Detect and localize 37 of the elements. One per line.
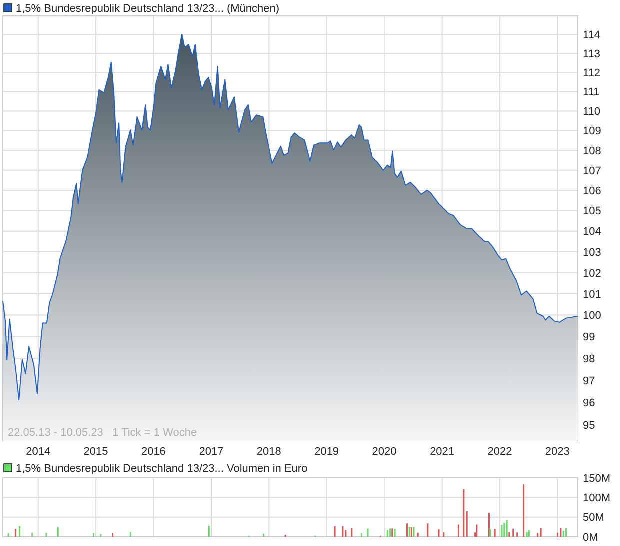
x-tick-label: 2014 [26,446,51,458]
y-tick-label: 98 [583,353,596,366]
x-tick-label: 2015 [84,446,108,458]
y-tick-label: 113 [583,48,601,60]
x-tick-label: 2022 [488,446,512,458]
y-tick-label: 102 [583,268,602,280]
y-tick-label: 106 [583,185,602,198]
y-tick-label: 112 [583,67,601,80]
y-tick-label: 100 [583,310,602,322]
y-tick-label: 100M [583,492,611,505]
y-tick-label: 114 [583,30,601,42]
y-tick-label: 0M [583,532,598,544]
y-tick-label: 108 [583,145,602,158]
legend-label: 1,5% Bundesrepublik Deutschland 13/23... Volumen in Euro [16,462,308,475]
x-tick-label: 2019 [314,446,340,458]
x-tick-label: 2020 [372,446,397,458]
y-tick-label: 101 [583,288,602,301]
x-tick-label: 2021 [430,446,455,458]
y-tick-label: 96 [583,398,596,410]
x-tick-label: 2023 [545,446,570,458]
y-tick-label: 107 [583,165,602,178]
annotation: 22.05.13 - 10.05.23 1 Tick = 1 Woche [8,427,198,439]
x-tick-label: 2018 [256,446,282,458]
y-tick-label: 104 [583,226,602,238]
y-tick-label: 99 [583,332,596,344]
y-tick-label: 95 [583,420,596,432]
y-tick-label: 150M [583,472,611,485]
legend-label: 1,5% Bundesrepublik Deutschland 13/23... (München) [16,2,280,15]
y-tick-label: 50M [583,512,604,524]
x-tick-label: 2017 [199,446,224,458]
y-tick-label: 111 [583,86,600,99]
y-tick-label: 97 [583,375,596,388]
x-tick-label: 2016 [141,446,166,458]
y-tick-label: 109 [583,126,602,138]
y-tick-label: 110 [583,106,601,118]
y-tick-label: 105 [583,206,602,218]
y-tick-label: 103 [583,246,602,259]
